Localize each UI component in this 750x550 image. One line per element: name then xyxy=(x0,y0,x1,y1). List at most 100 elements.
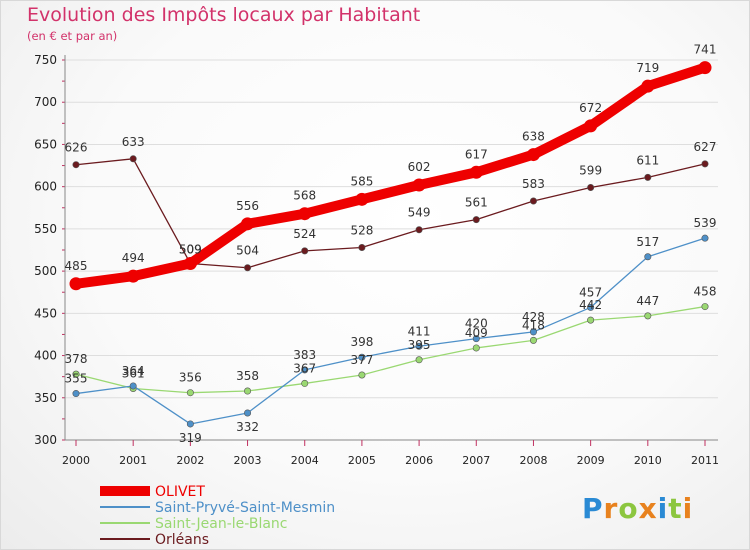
data-label: 361 xyxy=(122,366,145,380)
data-point xyxy=(301,366,309,374)
data-label: 367 xyxy=(293,361,316,375)
data-point xyxy=(358,371,366,379)
data-point xyxy=(529,336,537,344)
data-point xyxy=(641,79,655,93)
data-point xyxy=(587,184,595,192)
data-label: 485 xyxy=(65,259,88,273)
data-label: 627 xyxy=(694,140,717,154)
data-label: 633 xyxy=(122,135,145,149)
data-point xyxy=(469,165,483,179)
data-label: 378 xyxy=(65,352,88,366)
data-label: 741 xyxy=(694,43,717,57)
data-label: 509 xyxy=(179,243,202,257)
data-label: 599 xyxy=(579,164,602,178)
data-point xyxy=(644,173,652,181)
x-tick-label: 2001 xyxy=(119,454,147,467)
data-point xyxy=(69,277,83,291)
data-label: 409 xyxy=(465,326,488,340)
data-point xyxy=(701,160,709,168)
data-point xyxy=(472,335,480,343)
logo-letter: i xyxy=(683,492,694,525)
data-label: 585 xyxy=(350,174,373,188)
data-label: 458 xyxy=(694,285,717,299)
data-label: 672 xyxy=(579,101,602,115)
data-point xyxy=(529,328,537,336)
data-point xyxy=(129,382,137,390)
data-label: 617 xyxy=(465,147,488,161)
x-tick-label: 2004 xyxy=(291,454,319,467)
series-line-saint-jean-le-blanc xyxy=(75,305,706,394)
data-label: 549 xyxy=(408,206,431,220)
data-point xyxy=(587,303,595,311)
x-tick-label: 2010 xyxy=(634,454,662,467)
data-label: 319 xyxy=(179,431,202,445)
x-tick-label: 2007 xyxy=(462,454,490,467)
data-label: 332 xyxy=(236,420,259,434)
data-point xyxy=(415,342,423,350)
data-point xyxy=(526,148,540,162)
data-label: 418 xyxy=(522,318,545,332)
data-label: 602 xyxy=(408,160,431,174)
data-label: 428 xyxy=(522,310,545,324)
data-label: 383 xyxy=(293,348,316,362)
data-point xyxy=(129,155,137,163)
y-tick-label: 500 xyxy=(34,264,57,278)
data-label: 377 xyxy=(350,353,373,367)
data-label: 355 xyxy=(65,372,88,386)
y-tick-label: 700 xyxy=(34,95,57,109)
data-point xyxy=(183,257,197,271)
logo-letter: P xyxy=(582,492,604,525)
y-tick-label: 350 xyxy=(34,391,57,405)
data-point xyxy=(644,253,652,261)
data-point xyxy=(698,61,712,75)
data-point xyxy=(298,207,312,221)
data-label: 583 xyxy=(522,177,545,191)
data-point xyxy=(472,344,480,352)
data-point xyxy=(472,216,480,224)
data-label: 364 xyxy=(122,364,145,378)
data-label: 626 xyxy=(65,141,88,155)
logo-letter: x xyxy=(639,492,658,525)
data-point xyxy=(301,379,309,387)
data-label: 524 xyxy=(293,227,316,241)
data-point xyxy=(244,387,252,395)
data-label: 556 xyxy=(236,199,259,213)
legend-label: Orléans xyxy=(155,532,209,548)
data-point xyxy=(244,264,252,272)
data-point xyxy=(72,390,80,398)
data-point xyxy=(72,161,80,169)
data-point xyxy=(301,247,309,255)
data-label: 358 xyxy=(236,369,259,383)
data-point xyxy=(72,370,80,378)
data-point xyxy=(244,409,252,417)
data-point xyxy=(358,243,366,251)
proxiti-logo: Proxiti xyxy=(582,492,693,525)
data-point xyxy=(412,178,426,192)
data-label: 411 xyxy=(408,324,431,338)
chart-subtitle: (en € et par an) xyxy=(27,29,118,43)
chart-title: Evolution des Impôts locaux par Habitant xyxy=(27,4,421,26)
data-label: 638 xyxy=(522,130,545,144)
data-label: 509 xyxy=(179,243,202,257)
y-tick-label: 650 xyxy=(34,137,57,151)
y-tick-label: 400 xyxy=(34,349,57,363)
y-tick-label: 750 xyxy=(34,53,57,67)
x-tick-label: 2009 xyxy=(577,454,605,467)
data-point xyxy=(126,269,140,283)
logo-letter: i xyxy=(658,492,669,525)
data-point xyxy=(186,420,194,428)
series-line-olivet xyxy=(71,62,710,289)
y-tick-label: 600 xyxy=(34,180,57,194)
x-tick-label: 2003 xyxy=(234,454,262,467)
data-label: 395 xyxy=(408,338,431,352)
data-label: 539 xyxy=(694,216,717,230)
y-tick-label: 300 xyxy=(34,433,57,447)
data-label: 457 xyxy=(579,285,602,299)
data-label: 719 xyxy=(636,61,659,75)
data-point xyxy=(355,192,369,206)
data-point xyxy=(415,356,423,364)
data-label: 517 xyxy=(636,235,659,249)
data-label: 611 xyxy=(636,153,659,167)
logo-letter: o xyxy=(618,492,638,525)
